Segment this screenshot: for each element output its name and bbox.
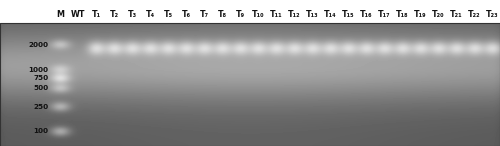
Text: 1000: 1000 [28,67,48,73]
Text: T₉: T₉ [236,10,245,19]
Text: T₂₁: T₂₁ [450,10,463,19]
Text: T₁₈: T₁₈ [396,10,408,19]
Text: T₂₀: T₂₀ [432,10,445,19]
Text: T₇: T₇ [200,10,208,19]
Text: T₁: T₁ [92,10,100,19]
Text: T₁₄: T₁₄ [324,10,336,19]
Text: T₂₃: T₂₃ [486,10,499,19]
Text: M: M [56,10,64,19]
Text: T₁₅: T₁₅ [342,10,354,19]
Text: 500: 500 [34,85,48,91]
Text: T₁₉: T₁₉ [414,10,426,19]
Text: T₁₆: T₁₆ [360,10,372,19]
Text: T₁₀: T₁₀ [252,10,264,19]
Text: T₁₁: T₁₁ [270,10,282,19]
Text: T₈: T₈ [218,10,226,19]
Text: T₃: T₃ [128,10,136,19]
Text: WT: WT [71,10,86,19]
Text: T₁₃: T₁₃ [306,10,318,19]
Text: T₆: T₆ [182,10,190,19]
Text: T₂: T₂ [110,10,118,19]
Text: T₁₂: T₁₂ [288,10,300,19]
Text: T₁₇: T₁₇ [378,10,390,19]
Text: 750: 750 [34,75,48,81]
Text: 250: 250 [34,104,48,110]
Text: T₂₂: T₂₂ [468,10,481,19]
Text: 100: 100 [34,128,48,134]
Text: T₅: T₅ [164,10,172,19]
Text: T₄: T₄ [146,10,154,19]
Text: 2000: 2000 [28,42,48,48]
